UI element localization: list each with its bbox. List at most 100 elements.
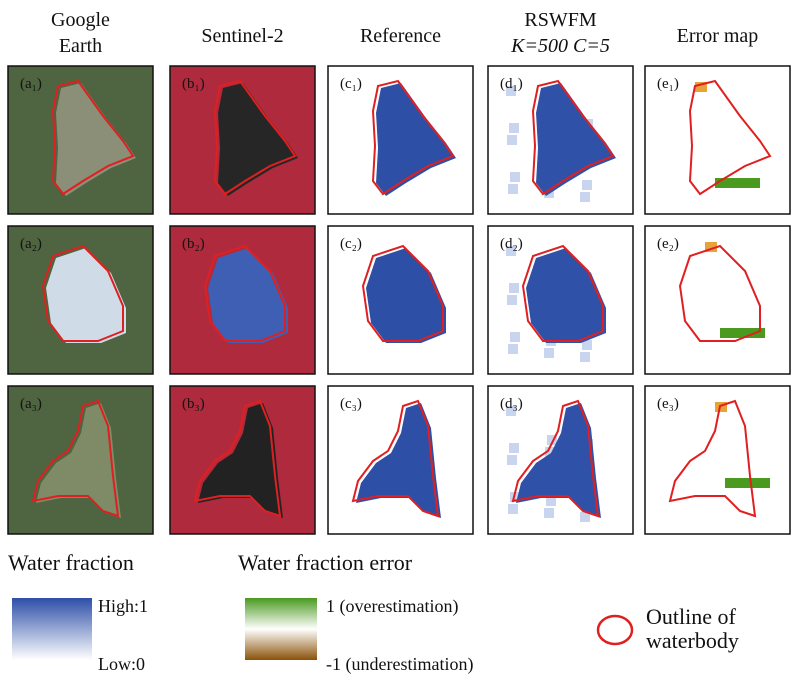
- outline: [511, 399, 600, 518]
- panel: (a₁): [7, 65, 154, 215]
- pixel: [580, 192, 590, 202]
- water-area: [208, 248, 288, 343]
- outline: [213, 79, 297, 196]
- panel-label: (e₂): [657, 236, 679, 252]
- panel-label: (b₃): [182, 396, 205, 412]
- legend-title: Water fraction: [8, 550, 134, 575]
- column-header: Error map: [677, 25, 759, 47]
- panel-label: (c₃): [340, 396, 362, 412]
- water-area: [376, 83, 456, 196]
- error-pixel: [695, 82, 707, 92]
- column-header: Earth: [59, 35, 102, 57]
- pixel: [509, 443, 519, 453]
- error-pixel: [705, 242, 717, 252]
- pixel: [506, 86, 516, 96]
- panel-image: [644, 225, 791, 375]
- water-area: [356, 403, 441, 518]
- legend-label: 1 (overestimation): [326, 596, 458, 617]
- panel-label: (d₁): [500, 76, 523, 92]
- pixel: [507, 135, 517, 145]
- panel-label: (d₂): [500, 236, 523, 252]
- panel-image: [644, 65, 791, 215]
- water-area: [218, 83, 298, 196]
- pixel: [508, 184, 518, 194]
- column-header: K=500 C=5: [510, 35, 610, 57]
- pixel: [506, 406, 516, 416]
- error-pixel: [725, 478, 770, 488]
- panel: (c₃): [327, 385, 474, 535]
- outline: [51, 79, 135, 196]
- pixel: [510, 332, 520, 342]
- outline: [531, 79, 615, 196]
- legend-title: Water fraction error: [238, 550, 413, 575]
- pixel: [544, 508, 554, 518]
- panel-label: (b₂): [182, 236, 205, 252]
- error-pixel: [720, 328, 765, 338]
- column-header: Sentinel-2: [201, 25, 283, 47]
- error-colorbar: [245, 598, 317, 660]
- water-area: [366, 248, 446, 343]
- outline: [361, 244, 444, 342]
- legend-label: High:1: [98, 596, 148, 616]
- error-pixel: [715, 402, 727, 412]
- panel-label: (c₂): [340, 236, 362, 252]
- pixel: [544, 348, 554, 358]
- pixel: [580, 352, 590, 362]
- panel: (b₁): [169, 65, 316, 215]
- outline: [668, 399, 757, 518]
- panel: (e₂): [644, 225, 791, 375]
- pixel: [582, 340, 592, 350]
- outline: [521, 244, 604, 342]
- water-area: [56, 83, 136, 196]
- panel: (e₃): [644, 385, 791, 535]
- legend-label: Low:0: [98, 654, 145, 674]
- outline: [31, 399, 120, 518]
- panel: (d₂): [487, 225, 634, 375]
- panel-label: (e₃): [657, 396, 679, 412]
- column-header: Reference: [360, 25, 441, 47]
- outline: [203, 244, 286, 342]
- panel: (c₁): [327, 65, 474, 215]
- water-area: [536, 83, 616, 196]
- panel-label: (a₁): [20, 76, 42, 92]
- outline: [193, 399, 282, 518]
- water-area: [46, 248, 126, 343]
- pixel: [545, 447, 555, 457]
- outline: [351, 399, 440, 518]
- pixel: [510, 172, 520, 182]
- panel: (e₁): [644, 65, 791, 215]
- water-colorbar: [12, 598, 92, 660]
- column-header: RSWFM: [524, 9, 596, 31]
- panel-label: (c₁): [340, 76, 362, 92]
- panel-label: (e₁): [657, 76, 679, 92]
- pixel: [547, 435, 557, 445]
- panel: (a₂): [7, 225, 154, 375]
- pixel: [507, 295, 517, 305]
- pixel: [507, 455, 517, 465]
- panel: (b₂): [169, 225, 316, 375]
- pixel: [580, 512, 590, 522]
- water-area: [516, 403, 601, 518]
- outline: [41, 244, 124, 342]
- water-area: [526, 248, 606, 343]
- pixel: [508, 504, 518, 514]
- panel-label: (b₁): [182, 76, 205, 92]
- panel: (a₃): [7, 385, 154, 535]
- legend-label: waterbody: [646, 628, 739, 653]
- pixel: [506, 246, 516, 256]
- panel: (d₁): [487, 65, 634, 215]
- outline: [371, 79, 455, 196]
- outline: [678, 244, 761, 342]
- panel-label: (a₂): [20, 236, 42, 252]
- error-pixel: [715, 178, 760, 188]
- outline: [688, 79, 772, 196]
- pixel: [509, 123, 519, 133]
- panel: (b₃): [169, 385, 316, 535]
- outline-symbol: [596, 614, 634, 646]
- panel-label: (d₃): [500, 396, 523, 412]
- pixel: [509, 283, 519, 293]
- panel: (d₃): [487, 385, 634, 535]
- pixel: [508, 344, 518, 354]
- water-area: [36, 403, 121, 518]
